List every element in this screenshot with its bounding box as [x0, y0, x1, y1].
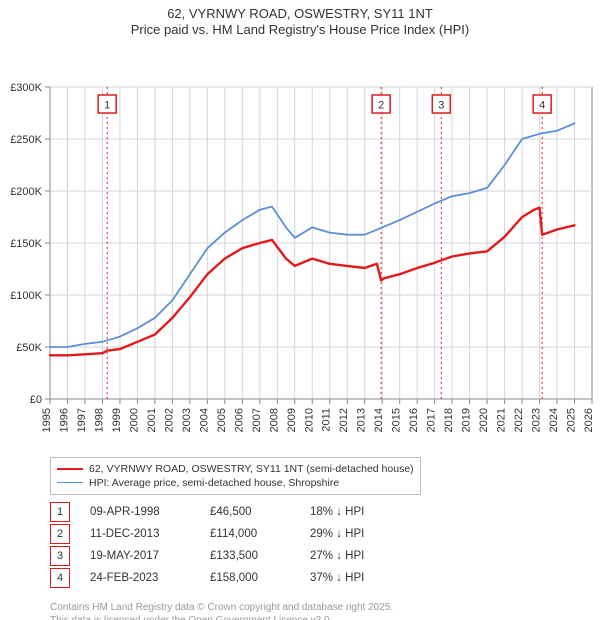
x-tick-label: 2016 — [408, 408, 420, 432]
sales-date: 19-MAY-2017 — [90, 550, 190, 562]
legend-swatch — [57, 482, 83, 483]
x-tick-label: 2020 — [478, 408, 490, 432]
sales-delta: 29% ↓ HPI — [310, 528, 400, 540]
x-tick-label: 2007 — [251, 408, 263, 432]
sales-price: £46,500 — [210, 506, 290, 518]
legend-swatch — [57, 468, 83, 470]
x-tick-label: 2014 — [373, 408, 385, 432]
sales-table: 1 09-APR-1998 £46,500 18% ↓ HPI 2 11-DEC-2013… — [50, 501, 400, 589]
y-tick-label: £150K — [10, 238, 42, 250]
sales-delta: 37% ↓ HPI — [310, 572, 400, 584]
sales-marker-box: 3 — [50, 546, 70, 566]
x-tick-label: 2012 — [338, 408, 350, 432]
x-tick-label: 2022 — [513, 408, 525, 432]
x-tick-label: 2013 — [356, 408, 368, 432]
sales-date: 11-DEC-2013 — [90, 528, 190, 540]
y-tick-label: £300K — [10, 82, 42, 94]
sales-price: £114,000 — [210, 528, 290, 540]
sales-date: 24-FEB-2023 — [90, 572, 190, 584]
x-tick-label: 1996 — [58, 408, 70, 432]
sales-price: £133,500 — [210, 550, 290, 562]
y-tick-label: £200K — [10, 186, 42, 198]
x-tick-label: 2011 — [321, 408, 333, 432]
line-chart-svg: £0 £50K £100K £150K £200K £250K £300K 1995 1996 1… — [0, 39, 600, 451]
sale-marker-number: 2 — [378, 99, 384, 111]
sale-marker-number: 3 — [438, 99, 444, 111]
sales-marker-box: 2 — [50, 524, 70, 544]
legend-label: HPI: Average price, semi-detached house,… — [89, 477, 339, 489]
x-tick-label: 2000 — [128, 408, 140, 432]
legend: 62, VYRNWY ROAD, OSWESTRY, SY11 1NT (sem… — [50, 457, 421, 495]
sales-marker-box: 1 — [50, 502, 70, 522]
x-tick-label: 1999 — [111, 408, 123, 432]
sales-marker-box: 4 — [50, 568, 70, 588]
x-tick-label: 2015 — [391, 408, 403, 432]
sales-delta: 27% ↓ HPI — [310, 550, 400, 562]
sales-row: 2 11-DEC-2013 £114,000 29% ↓ HPI — [50, 523, 400, 545]
x-tick-label: 2018 — [443, 408, 455, 432]
y-tick-label: £50K — [16, 342, 42, 354]
x-tick-label: 1995 — [41, 408, 53, 432]
x-tick-label: 2009 — [286, 408, 298, 432]
x-tick-label: 1997 — [76, 408, 88, 432]
y-tick-label: £100K — [10, 290, 42, 302]
x-tick-label: 2008 — [268, 408, 280, 432]
sales-row: 3 19-MAY-2017 £133,500 27% ↓ HPI — [50, 545, 400, 567]
chart-area: £0 £50K £100K £150K £200K £250K £300K 1995 1996 1… — [0, 39, 600, 456]
title-line-2: Price paid vs. HM Land Registry's House … — [0, 22, 600, 38]
sales-row: 1 09-APR-1998 £46,500 18% ↓ HPI — [50, 501, 400, 523]
chart-title: 62, VYRNWY ROAD, OSWESTRY, SY11 1NT Pric… — [0, 0, 600, 39]
sales-price: £158,000 — [210, 572, 290, 584]
x-tick-label: 2005 — [216, 408, 228, 432]
x-tick-label: 2010 — [303, 408, 315, 432]
x-tick-label: 1998 — [93, 408, 105, 432]
y-tick-label: £250K — [10, 134, 42, 146]
attribution-line-2: This data is licensed under the Open Gov… — [50, 614, 393, 620]
y-tick-label: £0 — [30, 394, 42, 406]
sales-delta: 18% ↓ HPI — [310, 506, 400, 518]
sales-row: 4 24-FEB-2023 £158,000 37% ↓ HPI — [50, 567, 400, 589]
x-tick-label: 2003 — [181, 408, 193, 432]
attribution-text: Contains HM Land Registry data © Crown c… — [50, 601, 393, 620]
x-tick-label: 2001 — [146, 408, 158, 432]
x-tick-label: 2025 — [566, 408, 578, 432]
attribution-line-1: Contains HM Land Registry data © Crown c… — [50, 601, 393, 615]
legend-item: HPI: Average price, semi-detached house,… — [57, 476, 414, 490]
sale-marker-number: 1 — [104, 99, 110, 111]
x-tick-label: 2026 — [583, 408, 595, 432]
legend-label: 62, VYRNWY ROAD, OSWESTRY, SY11 1NT (sem… — [89, 463, 414, 475]
x-tick-label: 2004 — [198, 408, 210, 432]
x-tick-label: 2006 — [233, 408, 245, 432]
x-tick-label: 2021 — [496, 408, 508, 432]
x-tick-label: 2024 — [548, 408, 560, 432]
x-tick-label: 2002 — [163, 408, 175, 432]
x-tick-label: 2023 — [531, 408, 543, 432]
x-tick-label: 2017 — [426, 408, 438, 432]
title-line-1: 62, VYRNWY ROAD, OSWESTRY, SY11 1NT — [0, 6, 600, 22]
legend-item: 62, VYRNWY ROAD, OSWESTRY, SY11 1NT (sem… — [57, 462, 414, 476]
sales-date: 09-APR-1998 — [90, 506, 190, 518]
x-tick-label: 2019 — [461, 408, 473, 432]
sale-marker-number: 4 — [539, 99, 545, 111]
